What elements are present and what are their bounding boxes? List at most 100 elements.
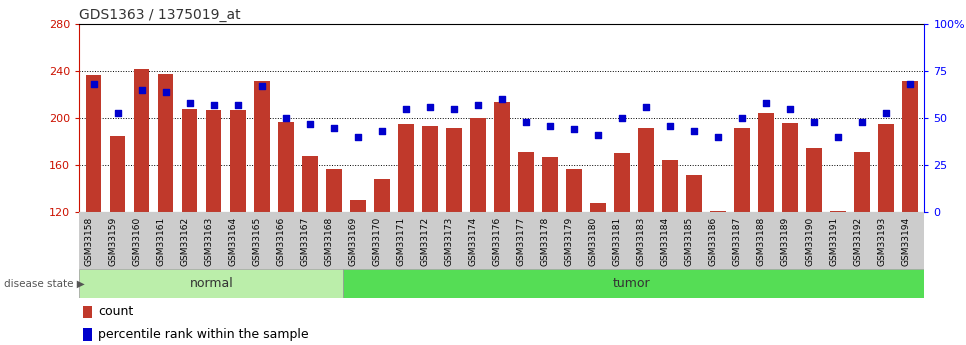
Bar — [110, 136, 126, 212]
Text: GSM33172: GSM33172 — [421, 217, 430, 266]
Point — [782, 106, 798, 111]
Bar — [326, 169, 342, 212]
Text: GSM33184: GSM33184 — [661, 217, 670, 266]
Point — [134, 87, 150, 93]
Text: GSM33171: GSM33171 — [397, 217, 406, 266]
Point — [590, 132, 606, 138]
Bar — [302, 156, 318, 212]
Bar — [758, 114, 774, 212]
Bar — [566, 169, 582, 212]
Bar — [206, 110, 221, 212]
Text: GSM33176: GSM33176 — [493, 217, 502, 266]
Point — [639, 104, 654, 110]
Bar — [878, 124, 894, 212]
Bar — [398, 124, 413, 212]
Text: GSM33194: GSM33194 — [901, 217, 910, 266]
Bar — [254, 80, 270, 212]
Bar — [446, 128, 462, 212]
Text: GSM33164: GSM33164 — [229, 217, 238, 266]
Point — [495, 97, 510, 102]
Point — [446, 106, 462, 111]
Point — [807, 119, 822, 125]
Point — [614, 115, 630, 121]
Bar — [343, 269, 934, 298]
Text: percentile rank within the sample: percentile rank within the sample — [98, 328, 308, 341]
Point — [758, 100, 774, 106]
Bar — [662, 160, 678, 212]
Text: GSM33173: GSM33173 — [444, 217, 454, 266]
Bar — [639, 128, 654, 212]
Bar — [518, 152, 533, 212]
Bar — [230, 110, 245, 212]
Point — [422, 104, 438, 110]
Point — [206, 102, 221, 108]
Text: GSM33183: GSM33183 — [637, 217, 646, 266]
Bar — [542, 157, 557, 212]
Point — [686, 129, 701, 134]
Bar — [86, 75, 101, 212]
Text: GDS1363 / 1375019_at: GDS1363 / 1375019_at — [79, 8, 241, 22]
Point — [518, 119, 533, 125]
Text: GSM33168: GSM33168 — [325, 217, 333, 266]
Bar — [830, 211, 846, 212]
Text: count: count — [98, 305, 133, 318]
Text: GSM33189: GSM33189 — [781, 217, 790, 266]
Bar — [278, 122, 294, 212]
Point — [470, 102, 486, 108]
Point — [398, 106, 413, 111]
Bar — [590, 203, 606, 212]
Text: GSM33161: GSM33161 — [156, 217, 165, 266]
Bar — [686, 175, 701, 212]
Text: GSM33190: GSM33190 — [805, 217, 814, 266]
Bar — [83, 328, 92, 341]
Bar — [734, 128, 750, 212]
Text: GSM33167: GSM33167 — [300, 217, 310, 266]
Text: GSM33165: GSM33165 — [253, 217, 262, 266]
Text: GSM33188: GSM33188 — [757, 217, 766, 266]
Point — [326, 125, 341, 130]
Point — [254, 83, 270, 89]
Point — [566, 127, 582, 132]
Text: GSM33159: GSM33159 — [108, 217, 118, 266]
Text: GSM33178: GSM33178 — [541, 217, 550, 266]
Bar — [83, 306, 92, 318]
Point — [878, 110, 894, 115]
Text: GSM33192: GSM33192 — [853, 217, 862, 266]
Bar — [157, 73, 174, 212]
Bar — [807, 148, 822, 212]
Bar — [134, 69, 150, 212]
Bar — [782, 123, 798, 212]
Point — [350, 134, 365, 140]
Bar — [374, 179, 389, 212]
Text: GSM33187: GSM33187 — [733, 217, 742, 266]
Point — [902, 81, 918, 87]
Point — [734, 115, 750, 121]
Text: GSM33180: GSM33180 — [589, 217, 598, 266]
Point — [278, 115, 294, 121]
Text: GSM33163: GSM33163 — [205, 217, 213, 266]
Point — [374, 129, 389, 134]
Text: GSM33169: GSM33169 — [349, 217, 357, 266]
Text: GSM33166: GSM33166 — [276, 217, 286, 266]
Point — [157, 89, 173, 95]
Bar — [470, 118, 486, 212]
Bar — [350, 200, 365, 212]
Text: GSM33191: GSM33191 — [829, 217, 838, 266]
Text: GSM33162: GSM33162 — [181, 217, 189, 266]
Point — [710, 134, 725, 140]
Bar — [182, 109, 197, 212]
Bar — [902, 80, 918, 212]
Bar — [710, 211, 725, 212]
Text: GSM33174: GSM33174 — [469, 217, 478, 266]
Bar — [422, 126, 438, 212]
Text: disease state ▶: disease state ▶ — [4, 279, 85, 289]
Text: GSM33170: GSM33170 — [373, 217, 382, 266]
Text: GSM33179: GSM33179 — [565, 217, 574, 266]
Point — [182, 100, 197, 106]
Text: GSM33193: GSM33193 — [877, 217, 886, 266]
Text: GSM33185: GSM33185 — [685, 217, 694, 266]
Bar — [614, 154, 630, 212]
Point — [86, 81, 101, 87]
Bar — [494, 102, 510, 212]
Bar — [854, 152, 869, 212]
